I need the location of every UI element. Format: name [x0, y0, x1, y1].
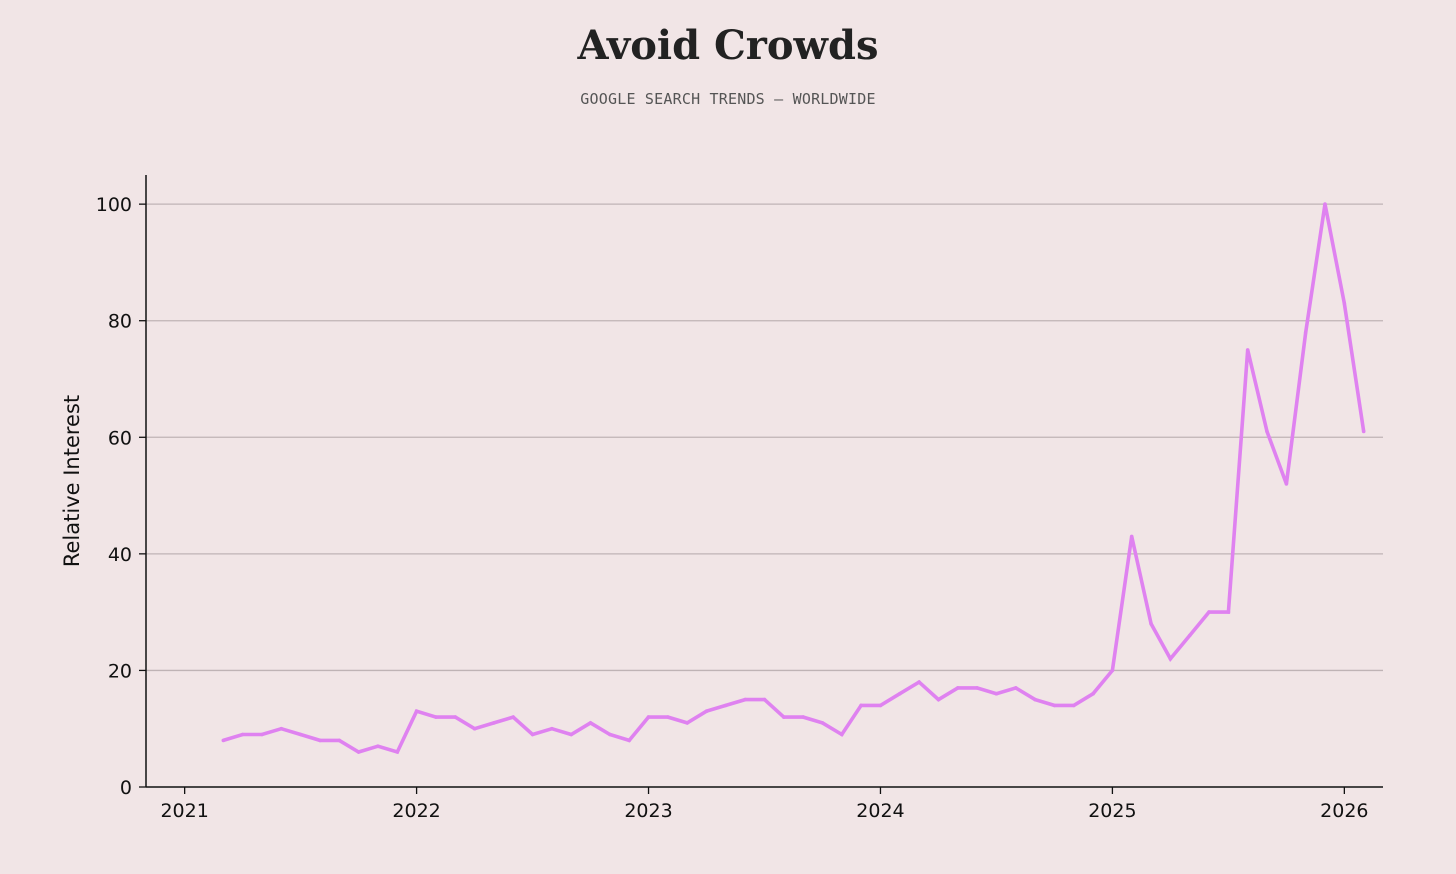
data-point-2023-11: [840, 732, 844, 737]
data-point-2024-12: [1091, 691, 1095, 696]
data-point-2021-12: [395, 750, 400, 754]
data-point-2021-08: [318, 738, 322, 743]
data-point-2025-07: [1226, 610, 1231, 614]
y-tick-label-100: 100: [96, 194, 132, 216]
data-point-2024-09: [1033, 697, 1037, 702]
data-point-2023-07: [762, 697, 767, 702]
data-point-2022-01: [414, 709, 419, 713]
data-point-2025-03: [1149, 622, 1153, 626]
x-tick-label-2021: 2021: [160, 800, 208, 822]
data-point-2021-07: [298, 732, 303, 737]
data-point-2022-10: [588, 721, 593, 725]
data-point-2023-01: [646, 715, 651, 719]
data-point-2026-01: [1342, 301, 1347, 306]
y-tick-label-20: 20: [108, 660, 132, 682]
data-point-2023-09: [801, 715, 805, 719]
data-point-2022-02: [434, 715, 438, 719]
data-point-2026-02: [1361, 429, 1366, 434]
data-point-2024-11: [1072, 703, 1076, 708]
data-point-2025-09: [1265, 429, 1269, 434]
data-point-2022-05: [492, 721, 496, 725]
data-point-2025-05: [1187, 633, 1192, 638]
data-point-2025-01: [1110, 668, 1115, 673]
data-point-2022-12: [627, 738, 631, 743]
data-point-2024-06: [975, 686, 979, 690]
data-point-2021-09: [337, 738, 342, 743]
gridlines: [146, 203, 1383, 672]
series-line-0: [222, 203, 1366, 755]
data-point-2023-04: [704, 709, 709, 713]
x-tick-label-2026: 2026: [1320, 800, 1368, 822]
x-tick-label-2024: 2024: [856, 800, 904, 822]
data-point-2022-04: [472, 726, 477, 731]
data-point-2023-12: [859, 703, 863, 708]
data-point-2022-07: [530, 732, 535, 737]
data-point-2022-06: [511, 715, 515, 719]
data-point-2023-06: [743, 697, 747, 702]
data-point-2025-04: [1168, 657, 1173, 661]
x-tick-label-2025: 2025: [1088, 800, 1136, 822]
data-point-2023-02: [666, 715, 670, 719]
data-point-2025-10: [1284, 482, 1289, 486]
data-point-2024-07: [994, 691, 999, 696]
y-tick-label-80: 80: [108, 311, 132, 333]
data-point-2025-06: [1207, 610, 1211, 614]
data-point-2024-04: [936, 697, 941, 702]
y-ticks: 0 20 40 60 80 100: [96, 194, 146, 799]
series-layer: [221, 202, 1366, 755]
chart-subtitle: GOOGLE SEARCH TRENDS — WORLDWIDE: [580, 90, 876, 108]
y-tick-label-40: 40: [108, 544, 132, 566]
x-ticks: 2021 2022 2023 2024 2025 2026: [160, 787, 1369, 822]
data-point-2023-08: [782, 715, 786, 719]
data-point-2021-05: [260, 732, 264, 737]
data-point-2024-03: [917, 680, 921, 684]
data-point-2024-01: [878, 703, 883, 708]
data-point-2025-02: [1129, 534, 1134, 539]
data-point-2022-03: [453, 715, 458, 719]
data-point-2024-10: [1052, 703, 1057, 708]
y-tick-label-60: 60: [108, 427, 132, 449]
x-tick-label-2023: 2023: [624, 800, 672, 822]
data-point-2025-11: [1303, 330, 1308, 335]
data-point-2024-08: [1014, 686, 1018, 690]
data-point-2022-08: [550, 726, 554, 731]
data-point-2021-10: [356, 750, 361, 754]
x-tick-label-2022: 2022: [392, 800, 440, 822]
y-tick-label-0: 0: [120, 777, 132, 799]
data-point-2021-06: [279, 726, 284, 731]
data-point-2021-03: [221, 738, 226, 743]
data-point-2024-05: [956, 686, 960, 690]
chart-title: Avoid Crowds: [577, 22, 879, 69]
data-point-2021-04: [240, 732, 245, 737]
data-point-2023-10: [820, 721, 825, 725]
data-point-2023-03: [685, 721, 689, 725]
data-point-2025-12: [1323, 202, 1327, 206]
axes: [145, 175, 1383, 788]
data-point-2022-11: [608, 732, 612, 737]
data-point-2022-09: [569, 732, 573, 737]
data-point-2024-02: [898, 691, 902, 696]
data-point-2021-11: [376, 744, 380, 748]
data-point-2023-05: [724, 703, 728, 708]
y-axis-label: Relative Interest: [60, 395, 84, 567]
data-point-2025-08: [1245, 348, 1250, 352]
